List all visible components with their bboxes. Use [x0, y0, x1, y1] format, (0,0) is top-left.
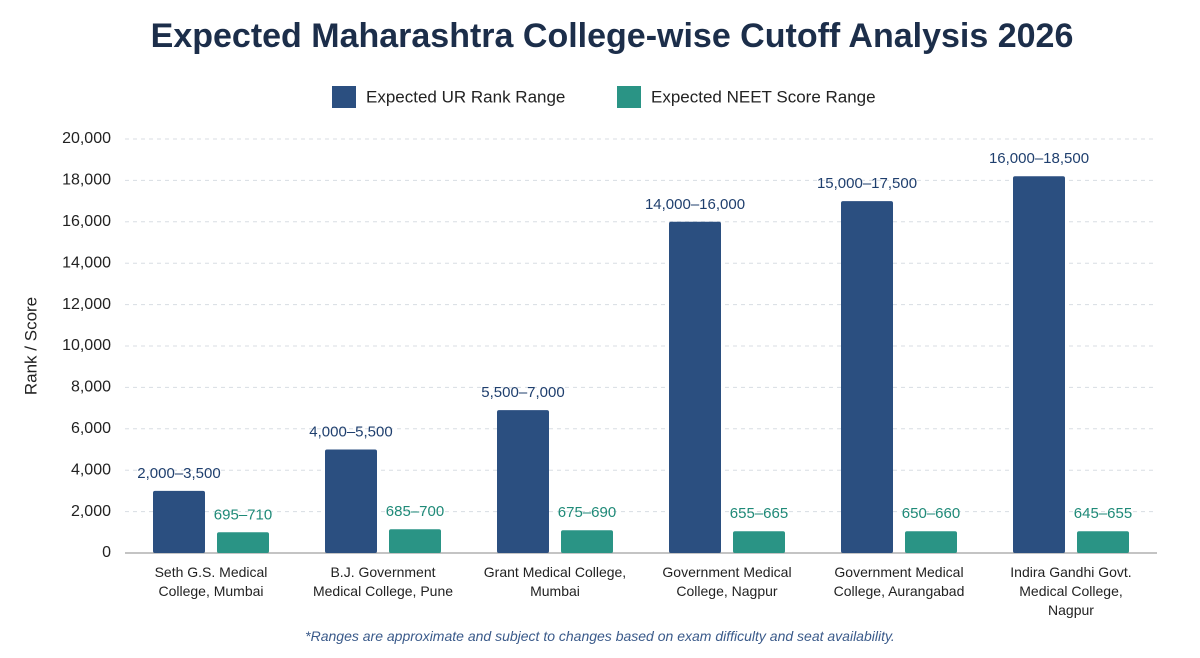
value-label: 4,000–5,500	[309, 423, 392, 440]
value-label: 5,500–7,000	[481, 384, 564, 401]
bar	[497, 410, 549, 553]
y-axis-label: Rank / Score	[21, 297, 40, 395]
x-tick-label: B.J. Government Medical College, Pune	[312, 564, 454, 599]
y-tick-label: 14,000	[62, 254, 111, 271]
value-label: 15,000–17,500	[817, 175, 917, 192]
y-tick-label: 6,000	[71, 420, 111, 437]
y-tick-label: 8,000	[71, 379, 111, 396]
footnote: *Ranges are approximate and subject to c…	[305, 628, 895, 644]
legend-label: Expected NEET Score Range	[651, 87, 876, 106]
value-label: 675–690	[558, 504, 616, 521]
y-tick-label: 20,000	[62, 130, 111, 147]
bar	[1077, 531, 1129, 553]
bar	[841, 201, 893, 553]
bar	[905, 531, 957, 553]
bar	[217, 532, 269, 553]
x-tick-label: Government Medical College, Nagpur	[662, 564, 792, 599]
value-label: 650–660	[902, 505, 960, 522]
x-tick-label: Government Medical College, Aurangabad	[833, 564, 965, 599]
legend-swatch	[617, 86, 641, 108]
y-tick-label: 12,000	[62, 296, 111, 313]
y-tick-label: 0	[102, 544, 111, 561]
value-label: 655–665	[730, 505, 788, 522]
bar	[561, 530, 613, 553]
x-tick-label: Grant Medical College, Mumbai	[483, 564, 627, 599]
y-tick-label: 4,000	[71, 461, 111, 478]
bar	[389, 529, 441, 553]
value-label: 16,000–18,500	[989, 150, 1089, 167]
y-tick-label: 10,000	[62, 337, 111, 354]
y-tick-label: 2,000	[71, 503, 111, 520]
value-label: 2,000–3,500	[137, 465, 220, 482]
bar	[325, 449, 377, 553]
y-tick-label: 16,000	[62, 213, 111, 230]
bar	[669, 221, 721, 554]
bar	[1013, 176, 1065, 553]
value-label: 685–700	[386, 503, 444, 520]
value-label: 695–710	[214, 506, 272, 523]
legend-swatch	[332, 86, 356, 108]
y-tick-label: 18,000	[62, 172, 111, 189]
value-label: 14,000–16,000	[645, 196, 745, 213]
bar	[733, 531, 785, 553]
chart-title: Expected Maharashtra College-wise Cutoff…	[151, 17, 1074, 55]
value-label: 645–655	[1074, 505, 1132, 522]
bar	[153, 490, 205, 553]
x-tick-label: Seth G.S. Medical College, Mumbai	[154, 564, 268, 599]
legend-label: Expected UR Rank Range	[366, 87, 565, 106]
x-tick-label: Indira Gandhi Govt. Medical College, Nag…	[1010, 564, 1132, 618]
